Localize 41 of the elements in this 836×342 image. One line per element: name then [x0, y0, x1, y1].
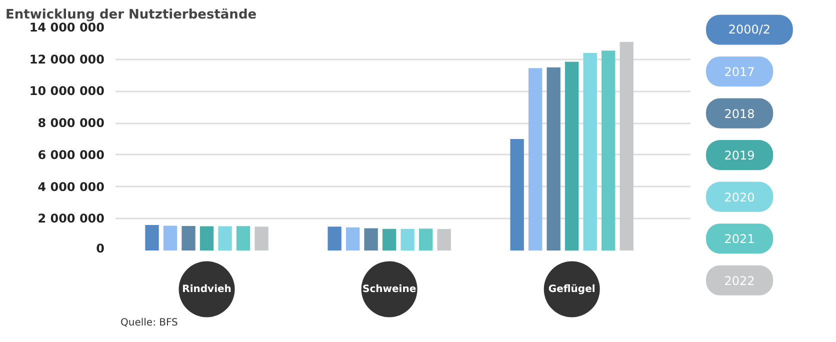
bar — [145, 225, 159, 250]
source-note: Quelle: BFS — [120, 318, 178, 328]
bar — [328, 226, 342, 250]
y-tick-label: 4 000 000 — [38, 180, 105, 194]
bar — [437, 228, 451, 250]
chart-title: Entwicklung der Nutztierbestände — [6, 8, 257, 22]
bar — [418, 228, 433, 250]
bar — [583, 52, 597, 250]
y-tick-label: 10 000 000 — [29, 84, 105, 98]
bar — [200, 226, 214, 250]
text: 2021 — [724, 232, 755, 246]
bar — [565, 62, 579, 250]
y-tick-label: 0 — [96, 242, 105, 256]
bar — [382, 228, 396, 250]
bar — [620, 42, 634, 250]
bar — [254, 226, 268, 250]
bar — [182, 226, 196, 250]
text: 2000/2 — [728, 22, 771, 37]
bar — [163, 226, 178, 250]
text: 2019 — [724, 148, 755, 163]
y-tick-label: 14 000 000 — [29, 20, 105, 34]
y-tick-label: 12 000 000 — [29, 52, 105, 66]
bar — [602, 50, 616, 250]
text: 2017 — [724, 65, 755, 80]
x-tick-label: Rindvieh — [182, 284, 232, 295]
x-tick-label: Schweine — [362, 284, 416, 295]
bar — [236, 226, 250, 250]
bar — [528, 68, 542, 250]
y-tick-label: 6 000 000 — [38, 148, 105, 162]
text: 2020 — [724, 190, 755, 204]
bar — [218, 226, 232, 250]
text: 2018 — [724, 106, 755, 121]
bar — [400, 228, 414, 250]
bar — [510, 139, 524, 250]
text: 2022 — [724, 274, 755, 288]
x-tick-label: Geflügel — [548, 284, 596, 295]
bar — [546, 67, 560, 250]
bar — [346, 227, 360, 250]
y-tick-label: 2 000 000 — [38, 212, 105, 226]
y-tick-label: 8 000 000 — [38, 116, 105, 130]
bar — [364, 228, 378, 250]
